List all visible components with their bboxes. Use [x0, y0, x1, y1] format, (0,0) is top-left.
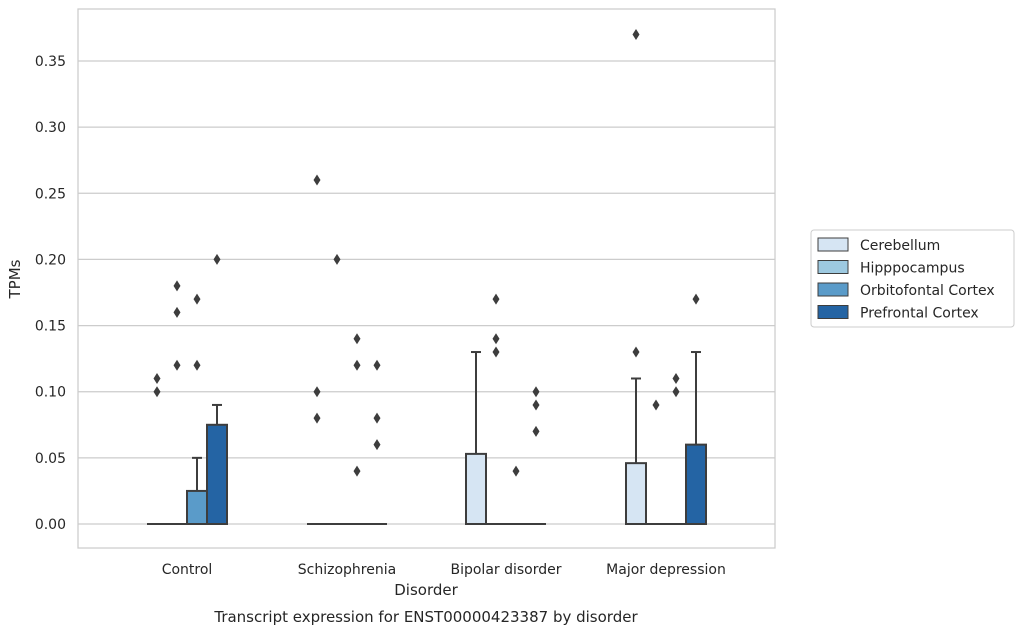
- legend-swatch: [817, 260, 849, 274]
- y-tick-label: 0.15: [35, 319, 66, 335]
- box-cerebellum: [465, 351, 487, 526]
- outlier-point: [652, 399, 660, 411]
- outlier-point: [173, 359, 181, 371]
- legend-label: Prefrontal Cortex: [860, 306, 979, 322]
- outlier-point: [373, 359, 381, 371]
- chart-caption: Transcript expression for ENST0000042338…: [213, 608, 638, 626]
- x-tick-label: Schizophrenia: [298, 562, 396, 578]
- legend: Cerebellum Hipppocampus Orbitofontal Corte…: [810, 229, 1015, 328]
- legend-frame: [810, 229, 1015, 328]
- outlier-point: [512, 465, 520, 477]
- box: [625, 462, 647, 525]
- box: [685, 443, 707, 525]
- legend-swatch: [817, 305, 849, 319]
- legend-label: Hipppocampus: [860, 261, 965, 277]
- outlier-point: [532, 425, 540, 437]
- box: [186, 489, 208, 525]
- box-series: [147, 351, 707, 526]
- y-tick-label: 0.35: [35, 54, 66, 70]
- outlier-point: [193, 359, 201, 371]
- outlier-point: [492, 333, 500, 345]
- outliers: [153, 29, 700, 477]
- outlier-point: [672, 372, 680, 384]
- outlier-point: [492, 293, 500, 305]
- outlier-point: [313, 412, 321, 424]
- x-axis-ticks: Control Schizophrenia Bipolar disorder Majo…: [162, 562, 726, 578]
- outlier-point: [373, 412, 381, 424]
- outlier-point: [153, 372, 161, 384]
- outlier-point: [532, 399, 540, 411]
- box-prefrontal-cortex: [206, 403, 228, 525]
- box-prefrontal-cortex: [685, 351, 707, 525]
- outlier-point: [313, 174, 321, 186]
- box: [465, 452, 487, 526]
- outlier-point: [193, 293, 201, 305]
- y-axis-label: TPMs: [6, 259, 24, 299]
- outlier-point: [173, 306, 181, 318]
- outlier-point: [353, 465, 361, 477]
- y-tick-label: 0.05: [35, 451, 66, 467]
- box-cerebellum: [625, 377, 647, 525]
- outlier-point: [333, 253, 341, 265]
- y-tick-label: 0.30: [35, 120, 66, 136]
- gridlines: [78, 60, 775, 525]
- y-tick-label: 0.20: [35, 252, 66, 268]
- outlier-point: [373, 439, 381, 451]
- y-tick-label: 0.00: [35, 517, 66, 533]
- y-tick-label: 0.25: [35, 186, 66, 202]
- outlier-point: [632, 29, 640, 41]
- outlier-point: [313, 386, 321, 398]
- x-tick-label: Control: [162, 562, 213, 578]
- outlier-point: [353, 333, 361, 345]
- outlier-point: [353, 359, 361, 371]
- outlier-point: [632, 346, 640, 358]
- legend-label: Cerebellum: [860, 238, 940, 254]
- outlier-point: [153, 386, 161, 398]
- y-axis-ticks: 0.00 0.05 0.10 0.15 0.20 0.25 0.30 0.35: [35, 54, 66, 533]
- outlier-point: [213, 253, 221, 265]
- plot-frame: [77, 8, 776, 549]
- box: [206, 423, 228, 525]
- outlier-point: [492, 346, 500, 358]
- x-axis-label: Disorder: [394, 581, 458, 599]
- legend-label: Orbitofontal Cortex: [860, 283, 995, 299]
- outlier-point: [692, 293, 700, 305]
- outlier-point: [672, 386, 680, 398]
- legend-swatch: [817, 237, 849, 252]
- box-orbitofontal-cortex: [186, 456, 208, 525]
- x-tick-label: Bipolar disorder: [450, 562, 561, 578]
- legend-swatch: [817, 282, 849, 297]
- outlier-point: [173, 280, 181, 292]
- x-tick-label: Major depression: [606, 562, 726, 578]
- outlier-point: [532, 386, 540, 398]
- y-tick-label: 0.10: [35, 385, 66, 401]
